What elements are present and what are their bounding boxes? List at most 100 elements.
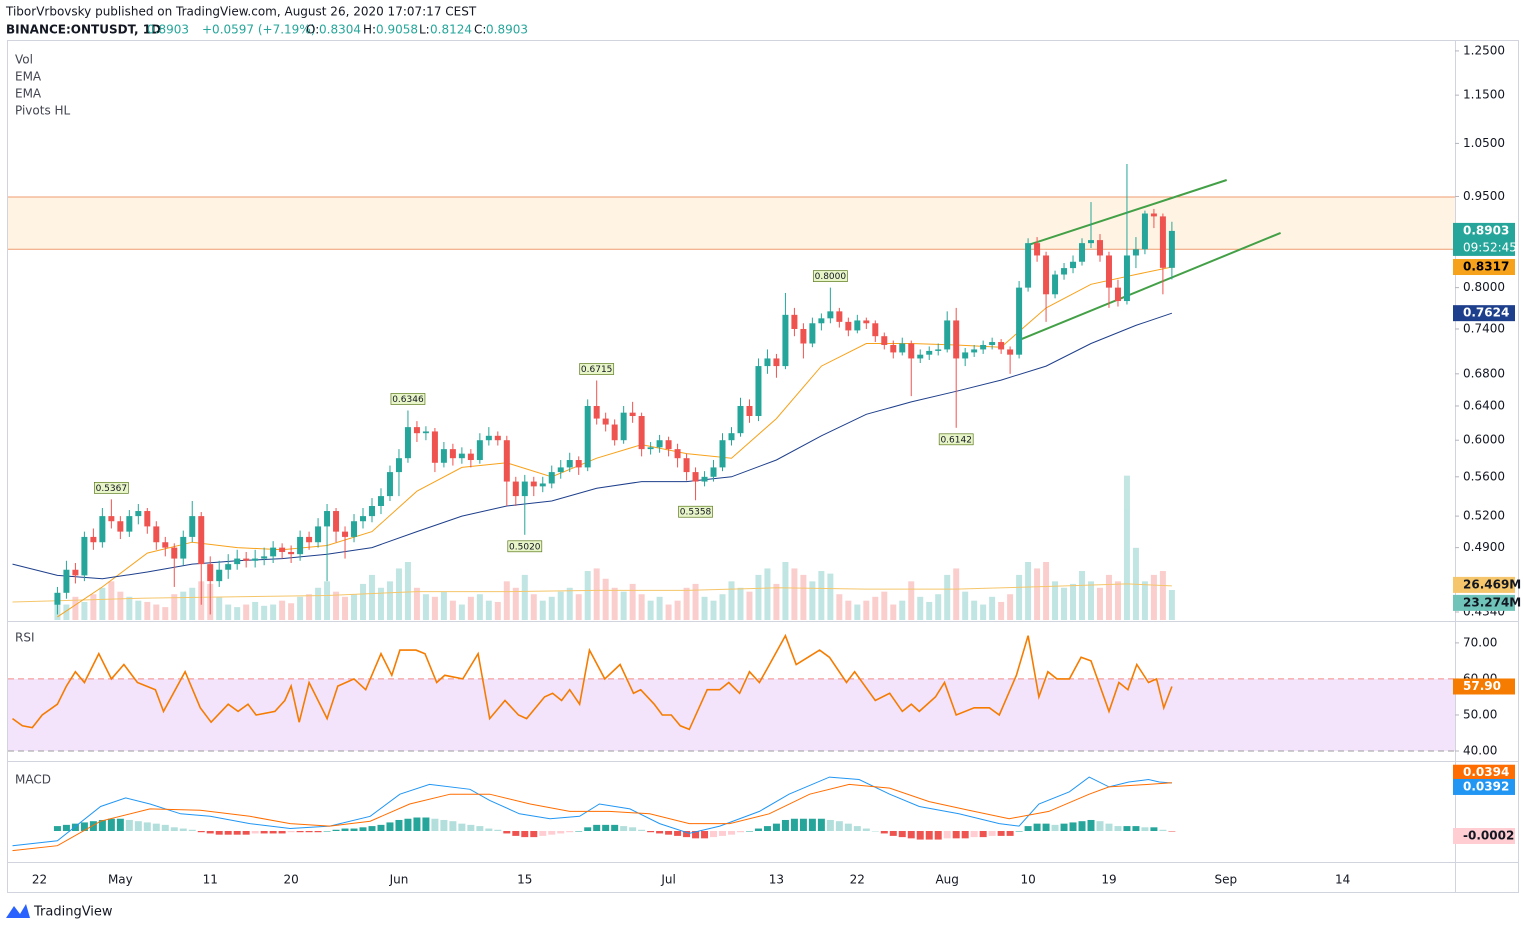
histogram-bar <box>1015 830 1023 832</box>
ema-line <box>57 266 1173 618</box>
volume-bar <box>306 594 313 620</box>
candle-body <box>836 311 843 322</box>
volume-bar <box>1079 571 1086 620</box>
volume-bar <box>99 587 106 620</box>
legend-item[interactable]: Pivots HL <box>15 104 71 118</box>
candle-body <box>243 558 250 561</box>
volume-bar <box>351 594 358 620</box>
histogram-bar <box>647 830 655 833</box>
candle-body <box>297 536 304 555</box>
histogram-bar <box>1051 824 1059 831</box>
publisher: TiborVrbovsky published on TradingView.c… <box>5 5 477 19</box>
candle-body <box>611 424 618 441</box>
histogram-bar <box>332 829 340 831</box>
candle-body <box>539 483 546 487</box>
rsi-line <box>12 633 1173 731</box>
volume-bar <box>279 600 286 620</box>
histogram-bar <box>233 830 241 835</box>
candle-body <box>476 440 483 461</box>
volume-bar <box>144 601 151 620</box>
candle-body <box>935 349 942 351</box>
volume-bar <box>1114 581 1121 620</box>
candle-body <box>791 314 798 329</box>
histogram-bar <box>629 827 637 831</box>
candle-body <box>449 449 456 459</box>
low-value: 0.8124 <box>430 23 472 37</box>
histogram-bar <box>368 826 376 831</box>
candle-body <box>360 516 367 522</box>
legend-item[interactable]: EMA <box>15 70 42 84</box>
candle-body <box>683 458 690 473</box>
volume-bar <box>90 594 97 620</box>
volume-bar <box>890 604 897 620</box>
candle-body <box>647 447 654 450</box>
histogram-bar <box>260 830 268 834</box>
histogram-bar <box>305 830 313 833</box>
volume-ma <box>12 583 1172 603</box>
candle-body <box>180 536 187 559</box>
legend-item[interactable]: EMA <box>15 87 42 101</box>
volume-bar <box>189 587 196 620</box>
histogram-bar <box>1060 823 1068 831</box>
histogram-bar <box>269 830 277 834</box>
candle-body <box>665 440 672 450</box>
histogram-bar <box>620 826 628 831</box>
candle-body <box>162 542 169 548</box>
y-tick-label: 1.2500 <box>1463 43 1505 57</box>
candle-body <box>1132 249 1139 256</box>
volume-bar <box>800 574 807 620</box>
volume-bar <box>962 591 969 620</box>
volume-bar <box>863 600 870 620</box>
histogram-bar <box>1096 821 1104 831</box>
volume-bar <box>1034 568 1041 620</box>
histogram-bar <box>979 830 987 838</box>
candle-body <box>602 418 609 425</box>
histogram-bar <box>754 828 762 831</box>
candle-body <box>422 431 429 434</box>
volume-bar <box>701 596 708 620</box>
low-key: L: <box>419 23 430 37</box>
candle-body <box>989 342 996 345</box>
volume-ma-label: 26.469M <box>1463 577 1521 591</box>
volume-bar <box>476 594 483 620</box>
candle-body <box>108 516 115 522</box>
open-value: 0.8304 <box>319 23 361 37</box>
candle-body <box>306 536 313 543</box>
volume <box>54 475 1175 620</box>
pivot-label: 0.5358 <box>680 508 712 518</box>
volume-bar <box>944 574 951 620</box>
volume-bar <box>81 601 88 620</box>
volume-bar <box>782 562 789 620</box>
histogram-bar <box>386 822 394 831</box>
candle-body <box>216 569 223 582</box>
candle-body <box>863 320 870 324</box>
volume-bar <box>368 574 375 620</box>
last-price: 0.8903 <box>147 23 189 37</box>
candle-body <box>881 336 888 345</box>
histogram-bar <box>602 824 610 831</box>
histogram-bar <box>530 830 538 838</box>
histogram-bar <box>278 830 286 834</box>
candle-body <box>288 551 295 555</box>
volume-bar <box>629 583 636 620</box>
candle-body <box>1088 240 1095 244</box>
candle-body <box>638 416 645 450</box>
histogram-bar <box>539 830 547 836</box>
candle-body <box>710 467 717 477</box>
volume-bar <box>422 594 429 620</box>
histogram-bar <box>116 818 124 831</box>
rsi-band <box>8 678 1455 751</box>
histogram-bar <box>692 830 700 839</box>
candle-body <box>827 311 834 319</box>
histogram-bar <box>1105 823 1113 831</box>
volume-bar <box>953 568 960 620</box>
y-tick-label: 0.8000 <box>1463 280 1505 294</box>
histogram-bar <box>656 830 664 834</box>
pivot-box <box>678 505 713 518</box>
frame <box>7 40 1519 893</box>
volume-bar <box>135 600 142 620</box>
volume-bar <box>1007 594 1014 620</box>
pivot-box <box>94 481 129 494</box>
legend-item[interactable]: Vol <box>15 53 33 67</box>
y-tick-label: 0.5600 <box>1463 469 1505 483</box>
